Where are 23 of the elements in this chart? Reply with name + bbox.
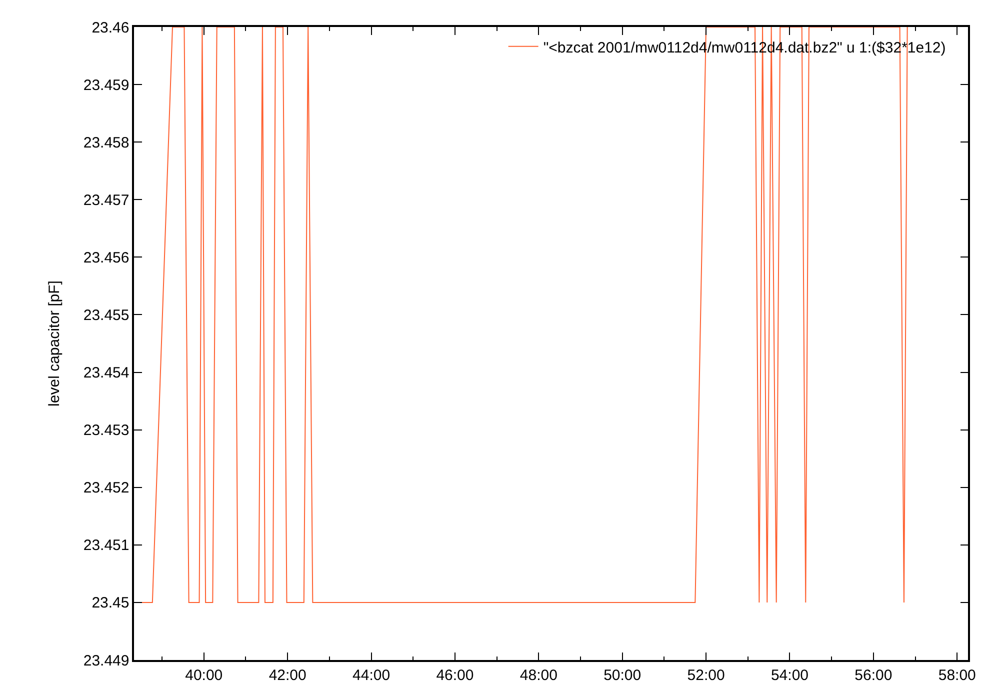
x-tick-label: 56:00 <box>854 666 892 684</box>
y-tick-label: 23.449 <box>83 652 130 670</box>
x-tick-label: 58:00 <box>938 666 976 684</box>
y-tick-label: 23.459 <box>83 76 130 94</box>
x-tick-label: 54:00 <box>770 666 809 684</box>
y-tick-label: 23.457 <box>83 192 130 209</box>
x-tick-label: 40:00 <box>185 666 223 684</box>
x-tick-label: 42:00 <box>268 666 306 684</box>
y-tick-label: 23.453 <box>83 422 130 440</box>
y-tick-label: 23.458 <box>83 134 130 152</box>
x-tick-label: 52:00 <box>687 666 725 684</box>
y-tick-label: 23.46 <box>92 19 130 36</box>
y-tick-label: 23.452 <box>83 480 130 497</box>
x-tick-label: 44:00 <box>352 666 390 684</box>
y-tick-label: 23.451 <box>83 537 130 554</box>
y-tick-label: 23.455 <box>83 306 130 324</box>
y-tick-label: 23.456 <box>83 249 130 266</box>
x-tick-label: 48:00 <box>520 666 558 684</box>
x-tick-label: 50:00 <box>604 666 642 684</box>
y-tick-label: 23.454 <box>83 364 130 382</box>
y-tick-label: 23.45 <box>92 594 130 612</box>
y-axis-title: level capacitor [pF] <box>46 280 64 406</box>
x-tick-label: 46:00 <box>436 666 474 684</box>
